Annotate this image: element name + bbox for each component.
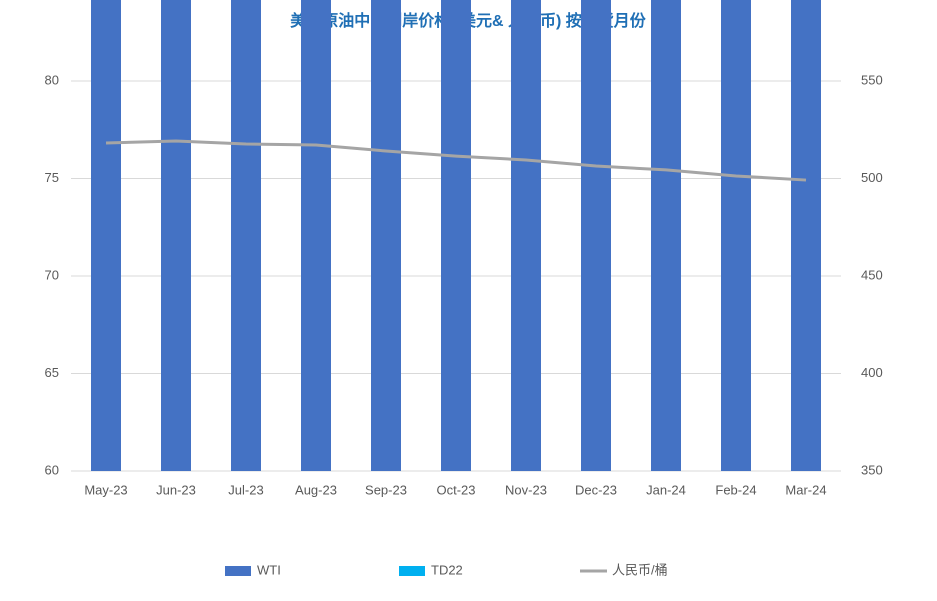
y2-tick-label: 550 bbox=[861, 72, 883, 87]
x-tick-label: Mar-24 bbox=[785, 482, 826, 497]
bar bbox=[581, 0, 611, 471]
bar bbox=[441, 0, 471, 471]
bar bbox=[721, 0, 751, 472]
line bbox=[105, 139, 807, 182]
x-tick-label: Feb-24 bbox=[715, 482, 756, 497]
bar bbox=[371, 0, 401, 471]
y-tick-label: 75 bbox=[45, 170, 59, 185]
y2-tick-label: 350 bbox=[861, 462, 883, 477]
bar bbox=[651, 0, 681, 471]
bar bbox=[231, 0, 261, 471]
x-tick-label: Aug-23 bbox=[295, 482, 337, 497]
y2-tick-label: 400 bbox=[861, 365, 883, 380]
x-tick-label: Oct-23 bbox=[436, 482, 475, 497]
x-tick-label: Nov-23 bbox=[505, 482, 547, 497]
x-tick-label: Jun-23 bbox=[156, 482, 196, 497]
legend-label: 人民币/桶 bbox=[612, 562, 668, 577]
x-tick-label: Jul-23 bbox=[228, 482, 263, 497]
y-tick-label: 65 bbox=[45, 365, 59, 380]
bar bbox=[301, 0, 331, 471]
x-tick-label: Sep-23 bbox=[365, 482, 407, 497]
legend-label: WTI bbox=[257, 562, 281, 577]
legend-swatch bbox=[225, 566, 251, 576]
y-tick-label: 60 bbox=[45, 462, 59, 477]
y-tick-label: 80 bbox=[45, 72, 59, 87]
y2-tick-label: 450 bbox=[861, 267, 883, 282]
y-tick-label: 70 bbox=[45, 267, 59, 282]
bar bbox=[91, 0, 121, 471]
bar bbox=[161, 0, 191, 472]
bar bbox=[791, 0, 821, 471]
legend-label: TD22 bbox=[431, 562, 463, 577]
x-tick-label: May-23 bbox=[84, 482, 127, 497]
x-tick-label: Dec-23 bbox=[575, 482, 617, 497]
bar bbox=[511, 0, 541, 471]
x-tick-label: Jan-24 bbox=[646, 482, 686, 497]
legend-swatch bbox=[399, 566, 425, 576]
y2-tick-label: 500 bbox=[861, 170, 883, 185]
